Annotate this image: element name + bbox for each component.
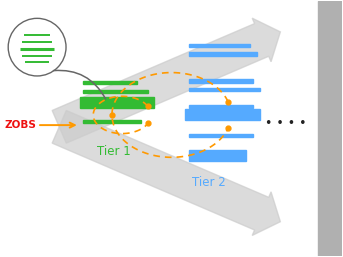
Bar bbox=[83, 120, 141, 123]
Bar bbox=[83, 89, 148, 93]
Bar bbox=[83, 81, 138, 85]
Text: • • • •: • • • • bbox=[265, 117, 306, 130]
Text: Tier 1: Tier 1 bbox=[97, 145, 131, 159]
Bar bbox=[189, 44, 250, 47]
Bar bbox=[189, 134, 253, 137]
Bar bbox=[189, 52, 257, 56]
Bar bbox=[189, 79, 253, 83]
Bar bbox=[185, 109, 260, 120]
Bar bbox=[189, 105, 253, 108]
Bar bbox=[80, 97, 154, 108]
Bar bbox=[189, 150, 246, 161]
Bar bbox=[318, 1, 343, 256]
FancyArrow shape bbox=[52, 111, 280, 235]
Bar bbox=[189, 88, 260, 91]
FancyArrow shape bbox=[52, 18, 280, 143]
Text: Tier 2: Tier 2 bbox=[192, 176, 226, 189]
Text: ZOBS: ZOBS bbox=[4, 120, 36, 130]
